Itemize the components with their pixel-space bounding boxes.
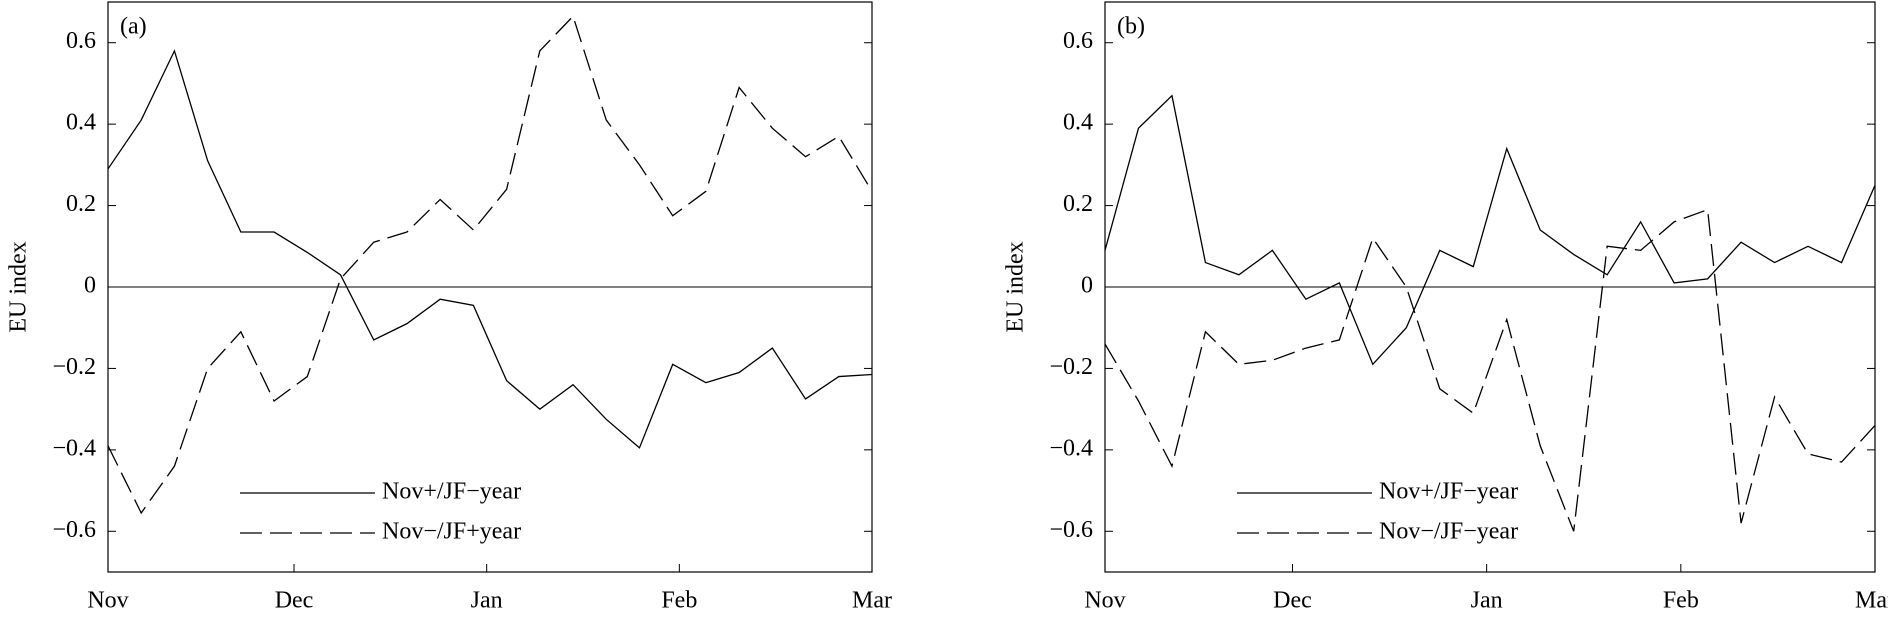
- x-tick-label: Dec: [275, 588, 314, 614]
- x-tick-label: Jan: [1471, 588, 1503, 614]
- y-tick-label: −0.6: [52, 517, 96, 543]
- y-tick-label: 0.4: [1063, 110, 1093, 136]
- panel-label: (a): [120, 14, 147, 40]
- y-tick-label: −0.4: [1049, 435, 1093, 461]
- y-tick-label: −0.2: [1049, 354, 1093, 380]
- data-line: [1104, 208, 1876, 532]
- x-tick-label: Nov: [87, 588, 128, 614]
- x-tick-label: Feb: [661, 588, 697, 614]
- legend-label: Nov+/JF−year: [1379, 479, 1518, 505]
- x-tick-label: Mar: [852, 588, 892, 614]
- data-line: [1104, 94, 1876, 366]
- y-tick-label: 0.2: [66, 191, 96, 217]
- x-tick-label: Mar: [1855, 588, 1888, 614]
- legend-label: Nov−/JF+year: [382, 519, 521, 545]
- y-axis-label: EU index: [6, 241, 32, 332]
- data-line: [107, 15, 873, 515]
- y-tick-label: 0.6: [1063, 28, 1093, 54]
- x-tick-label: Jan: [471, 588, 503, 614]
- legend-label: Nov−/JF−year: [1379, 519, 1518, 545]
- y-tick-label: 0: [84, 273, 96, 299]
- y-tick-label: −0.4: [52, 435, 96, 461]
- panel-label: (b): [1117, 14, 1145, 40]
- data-line: [107, 49, 873, 449]
- y-tick-label: 0.4: [66, 110, 96, 136]
- y-axis-label: EU index: [1003, 241, 1029, 332]
- x-tick-label: Feb: [1663, 588, 1699, 614]
- y-tick-label: 0.2: [1063, 191, 1093, 217]
- x-tick-label: Dec: [1273, 588, 1312, 614]
- y-tick-label: −0.6: [1049, 517, 1093, 543]
- y-tick-label: −0.2: [52, 354, 96, 380]
- x-tick-label: Nov: [1084, 588, 1125, 614]
- y-tick-label: 0.6: [66, 28, 96, 54]
- y-tick-label: 0: [1081, 273, 1093, 299]
- legend-label: Nov+/JF−year: [382, 479, 521, 505]
